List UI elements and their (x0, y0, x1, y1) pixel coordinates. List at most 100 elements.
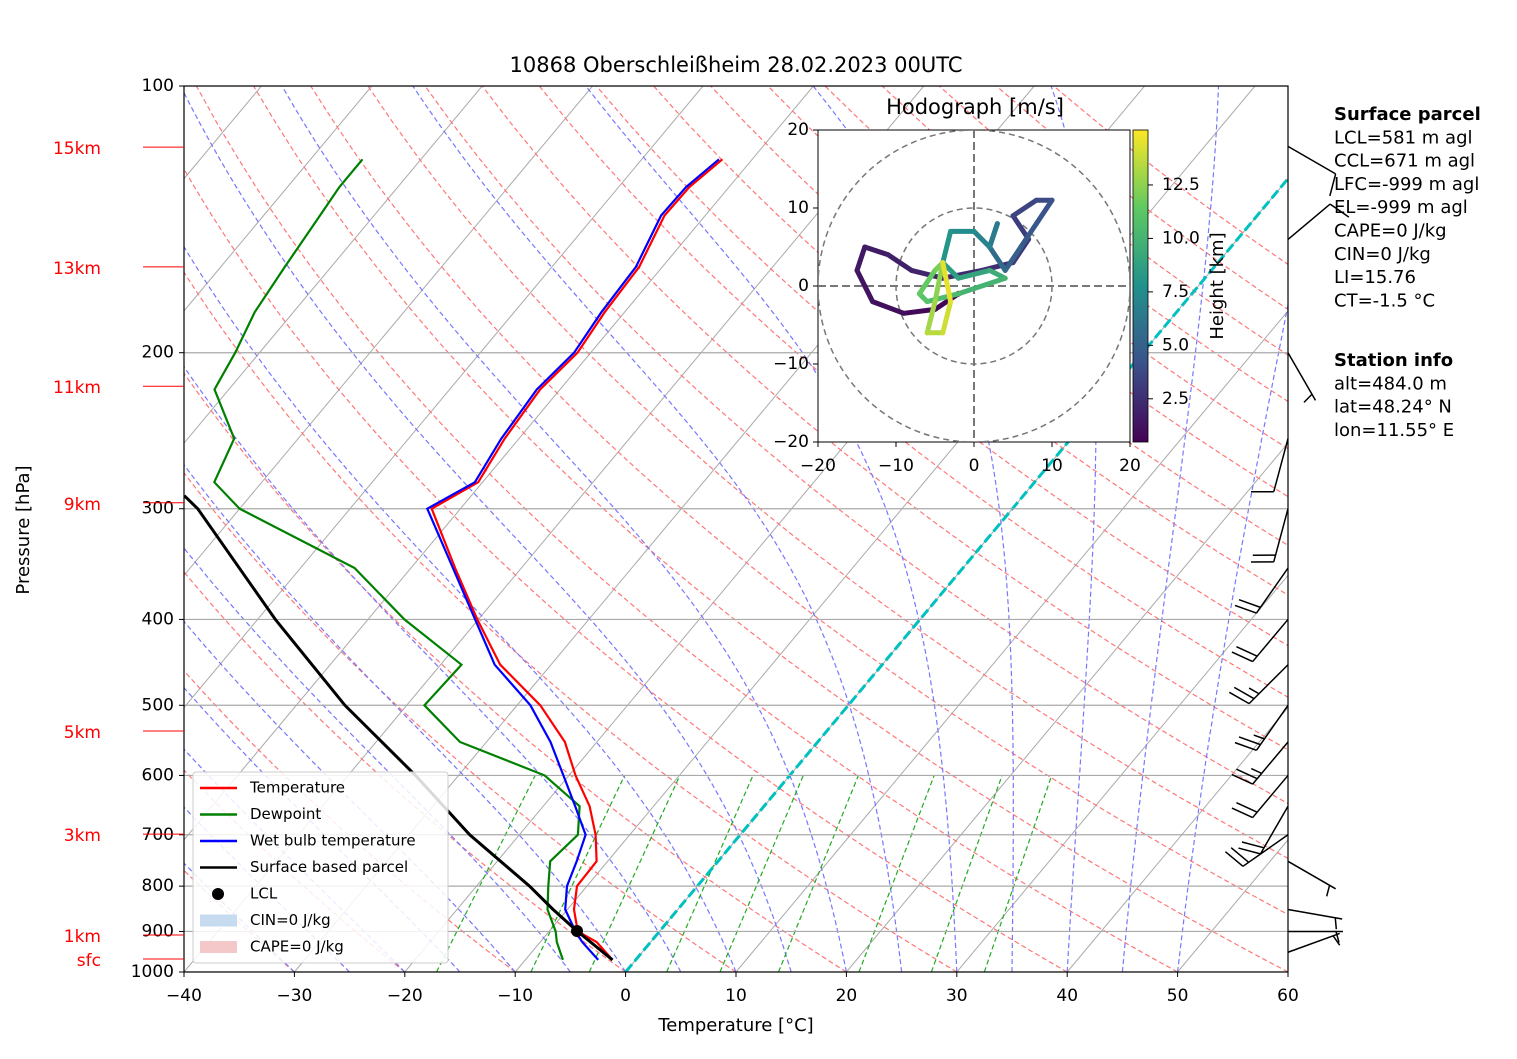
isotherm (735, 310, 1288, 972)
info-title: Station info (1334, 350, 1453, 371)
dry-adiabat (184, 472, 737, 972)
moist-adiabat (184, 686, 461, 972)
x-tick-label: 10 (725, 986, 747, 1006)
mixing-ratio-line (719, 775, 804, 972)
barb-shape (1234, 567, 1289, 614)
info-line: CIN=0 J/kg (1334, 244, 1431, 265)
barb-shape (1250, 438, 1289, 493)
hodo-y-tick-label: 10 (787, 198, 809, 218)
hodo-segment (987, 244, 1008, 273)
hodograph-axes: −20 −10 0 10 20 −20 −10 0 10 20 2.5 5.0 7.5 10.0 12.5 (773, 120, 1200, 476)
wind-barb (1234, 704, 1289, 752)
height-tick-label: 13km (53, 259, 101, 279)
hodo-segment (955, 275, 1008, 297)
barb-shape (1231, 618, 1289, 663)
info-line: CCL=671 m agl (1334, 151, 1475, 172)
moist-adiabat (1177, 302, 1288, 972)
chart-title: 10868 Oberschleißheim 28.02.2023 00UTC (510, 53, 963, 77)
barb-shape (1287, 352, 1317, 403)
hodo-x-tick-label: 0 (969, 456, 980, 476)
height-tick-label: 9km (64, 495, 101, 515)
dry-adiabat (824, 86, 1288, 450)
hodograph-area (818, 130, 1130, 442)
mixing-ratio-line (930, 775, 1003, 972)
info-line: LCL=581 m agl (1334, 127, 1473, 148)
wind-barb (1287, 203, 1350, 241)
barb-shape (1287, 908, 1343, 930)
x-tick-label: 40 (1056, 986, 1078, 1006)
barb-shape (1287, 860, 1337, 897)
barb-shape (1287, 203, 1350, 241)
height-tick-label: 1km (64, 927, 101, 947)
hodo-x-tick-label: −20 (800, 456, 836, 476)
wind-barb (1231, 618, 1289, 663)
mixing-ratio-line (858, 775, 935, 972)
moist-adiabat (184, 620, 516, 972)
dry-adiabat (424, 86, 1288, 805)
info-line: CT=-1.5 °C (1334, 290, 1435, 311)
profile-line (212, 158, 581, 961)
y-tick-label: 800 (142, 876, 174, 896)
mixing-ratio-line (666, 775, 754, 972)
hodo-segment (940, 299, 954, 336)
hodo-y-tick-label: −20 (773, 432, 809, 452)
y-tick-label: 900 (142, 921, 174, 941)
moist-adiabat (184, 547, 571, 972)
dry-adiabat (184, 570, 626, 972)
legend-label: Wet bulb temperature (250, 832, 416, 850)
mixing-ratio-line (435, 775, 536, 972)
wind-barb (1287, 860, 1337, 897)
isotherm (1177, 839, 1288, 972)
hodo-segment (870, 299, 907, 316)
dry-adiabat (184, 372, 847, 972)
isotherm (956, 574, 1288, 972)
hodo-segment (1002, 244, 1024, 273)
height-tick-label: 11km (53, 378, 101, 398)
moist-adiabat (184, 245, 737, 972)
freezing-isotherm (624, 176, 1288, 972)
x-tick-label: −10 (497, 986, 533, 1006)
x-tick-label: −20 (387, 986, 423, 1006)
colorbar-tick-label: 7.5 (1162, 282, 1189, 302)
y-tick-label: 400 (142, 609, 174, 629)
moist-adiabat (412, 86, 903, 972)
wind-barb (1288, 930, 1343, 943)
hodo-x-tick-label: 20 (1119, 456, 1141, 476)
hodo-segment (987, 221, 1000, 250)
isotherm (184, 86, 704, 709)
dry-adiabat (767, 86, 1288, 498)
dry-adiabat (310, 86, 1288, 916)
height-tick-label: 3km (64, 826, 101, 846)
hodo-segment (932, 260, 946, 305)
barb-shape (1238, 805, 1289, 855)
hodo-segment (885, 252, 915, 273)
moist-adiabat (1121, 86, 1220, 972)
legend: Temperature Dewpoint Wet bulb temperature S… (200, 779, 416, 956)
colorbar-tick-label: 12.5 (1162, 175, 1200, 195)
hodo-segment (924, 299, 938, 336)
hodo-segment (862, 244, 891, 258)
legend-label: Dewpoint (250, 805, 321, 823)
hodo-y-tick-label: −10 (773, 354, 809, 374)
hodo-segment (971, 228, 993, 250)
y-tick-label: 1000 (131, 962, 174, 982)
wind-barb (1234, 567, 1289, 614)
barb-shape (1231, 741, 1289, 785)
y-tick-label: 500 (142, 695, 174, 715)
x-tick-label: 0 (620, 986, 631, 1006)
y-tick-label: 200 (142, 343, 174, 363)
height-tick-label: 5km (64, 723, 101, 743)
mixing-ratio-line (777, 775, 859, 972)
wind-barb (1287, 352, 1317, 403)
x-tick-label: 20 (836, 986, 858, 1006)
mixing-ratio-line (530, 775, 626, 972)
wind-barb (1231, 774, 1289, 819)
x-tick-label: 60 (1277, 986, 1299, 1006)
hodo-y-tick-label: 20 (787, 120, 809, 140)
wind-barb (1224, 834, 1289, 867)
mixing-ratio-line (983, 775, 1053, 972)
wind-barb (1238, 805, 1289, 855)
